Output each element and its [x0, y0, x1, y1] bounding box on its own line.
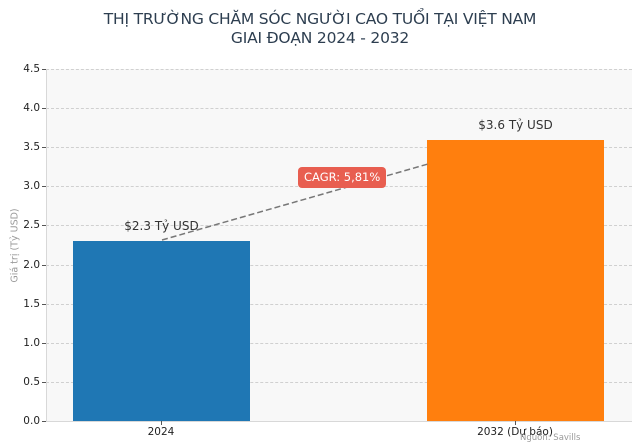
ytick-label: 0.5 — [23, 376, 40, 388]
ytick-label: 0.0 — [23, 415, 40, 427]
ytick-label: 3.5 — [23, 141, 40, 153]
y-axis-line — [46, 69, 47, 422]
ytick-mark — [42, 108, 46, 109]
ytick-label: 3.0 — [23, 180, 40, 192]
xtick-mark — [515, 421, 516, 425]
ytick-mark — [42, 147, 46, 148]
gridline-1-0 — [46, 343, 632, 344]
ytick-mark — [42, 304, 46, 305]
xtick-label-2024: 2024 — [147, 426, 175, 438]
ytick-label: 4.0 — [23, 102, 40, 114]
gridline-0-5 — [46, 382, 632, 383]
ytick-mark — [42, 382, 46, 383]
source-note: Nguồn: Savills — [520, 433, 581, 443]
chart-title-line-1: THỊ TRƯỜNG CHĂM SÓC NGƯỜI CAO TUỔI TẠI V… — [103, 10, 537, 28]
x-axis-line — [46, 421, 632, 422]
bar-2024[interactable] — [73, 241, 250, 421]
xtick-label-2032: 2032 (Dự báo) — [477, 426, 553, 438]
chart-title: THỊ TRƯỜNG CHĂM SÓC NGƯỜI CAO TUỔI TẠI V… — [0, 10, 640, 48]
ytick-label: 2.5 — [23, 219, 40, 231]
ytick-mark — [42, 421, 46, 422]
ytick-mark — [42, 265, 46, 266]
gridline-4-0 — [46, 108, 632, 109]
bar-value-label-2024: $2.3 Tỷ USD — [124, 219, 199, 233]
ytick-mark — [42, 225, 46, 226]
bar-2032-forecast[interactable] — [427, 140, 604, 421]
ytick-mark — [42, 343, 46, 344]
ytick-label: 1.0 — [23, 337, 40, 349]
cagr-badge: CAGR: 5,81% — [298, 167, 387, 188]
xtick-mark — [161, 421, 162, 425]
y-axis-label: Giá trị (Tỷ USD) — [9, 208, 21, 283]
ytick-mark — [42, 69, 46, 70]
gridline-3-5 — [46, 147, 632, 148]
chart-title-line-2: GIAI ĐOẠN 2024 - 2032 — [230, 29, 410, 47]
ytick-label: 1.5 — [23, 298, 40, 310]
gridline-2-0 — [46, 265, 632, 266]
ytick-label: 2.0 — [23, 259, 40, 271]
gridline-1-5 — [46, 304, 632, 305]
gridline-4-5 — [46, 69, 632, 70]
ytick-label: 4.5 — [23, 63, 40, 75]
ytick-mark — [42, 186, 46, 187]
bar-value-label-2032: $3.6 Tỷ USD — [478, 118, 553, 132]
